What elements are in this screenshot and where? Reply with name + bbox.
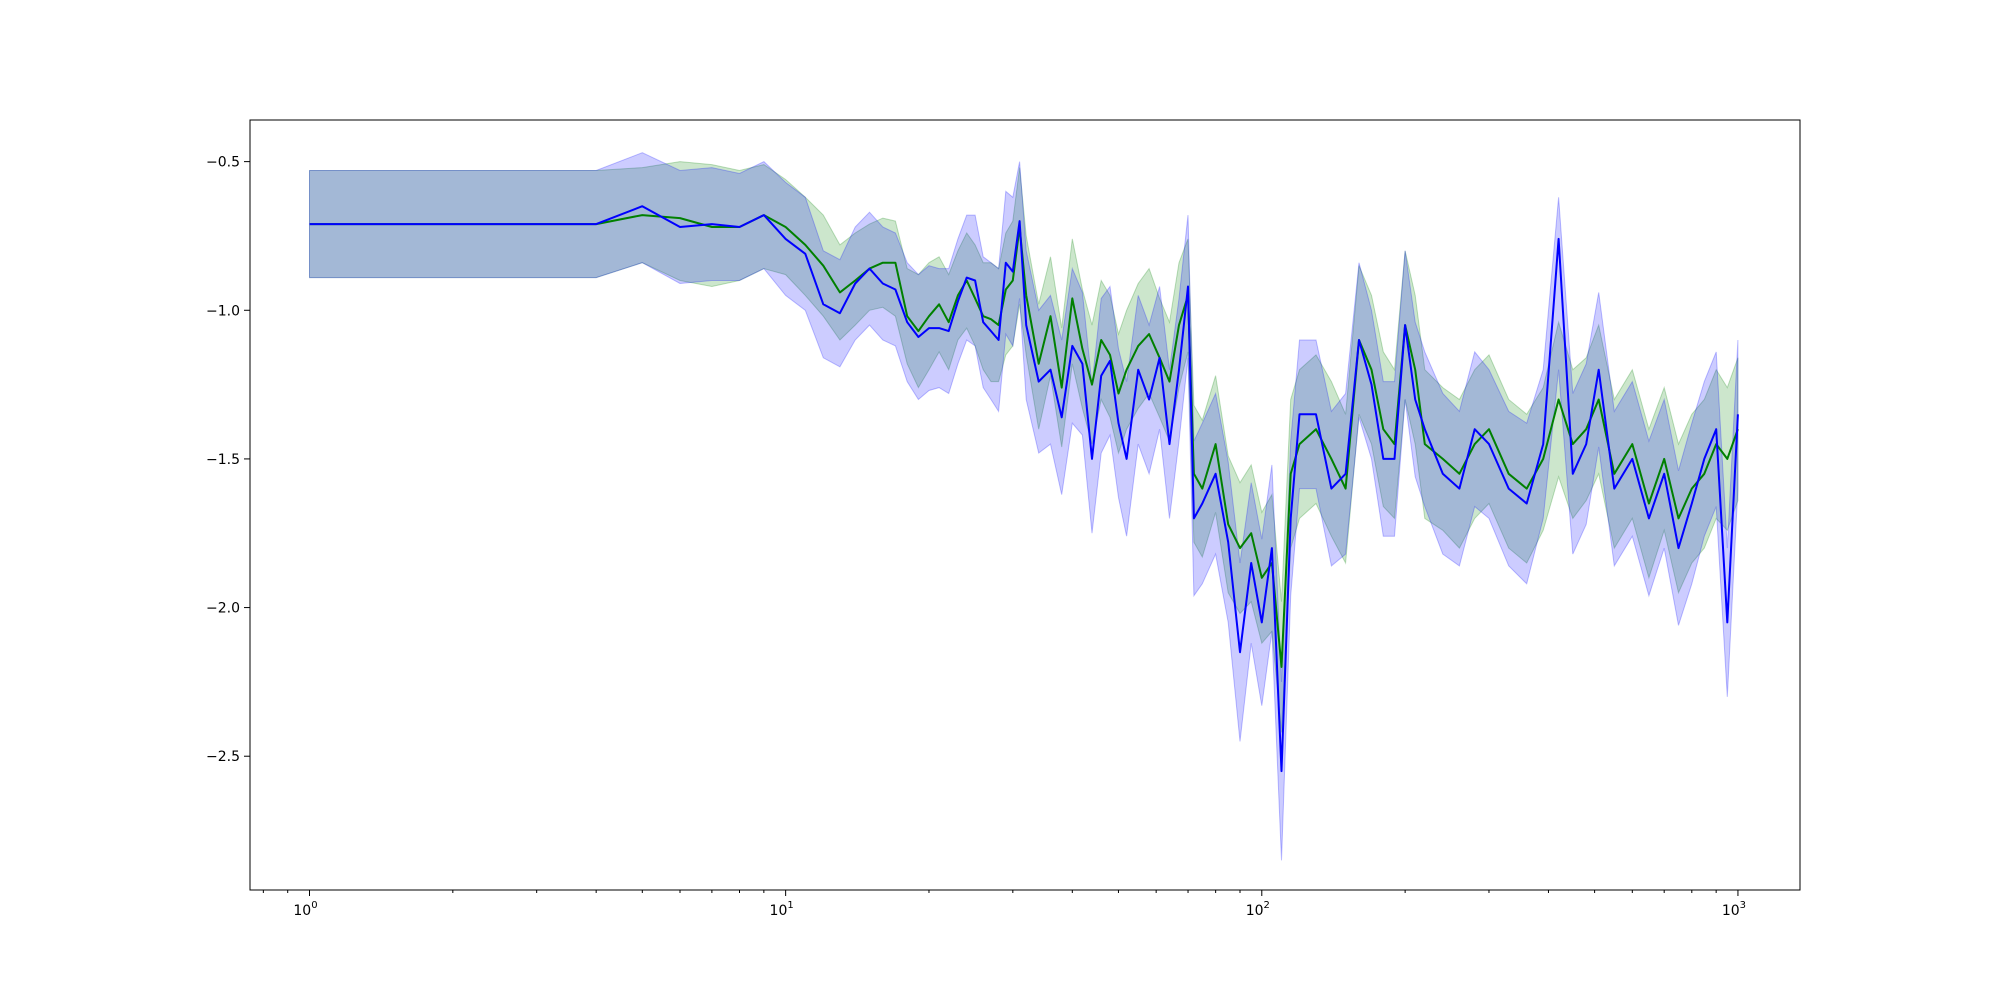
y-tick-label: −1.0	[206, 303, 240, 319]
x-tick-label: 102	[1246, 900, 1270, 919]
line-series-0	[309, 214, 1739, 668]
y-tick-label: −2.0	[206, 601, 240, 617]
x-tick-label: 100	[293, 900, 317, 919]
x-tick-label: 101	[770, 900, 794, 919]
y-tick-label: −1.5	[206, 452, 240, 468]
plot-frame	[249, 119, 1801, 891]
y-axis: −0.5 −1.0 −1.5 −2.0 −2.5	[206, 155, 250, 765]
line-series-1	[309, 205, 1739, 773]
y-tick-label: −2.5	[206, 749, 240, 765]
x-axis: 100 101 102 103	[262, 890, 1746, 919]
y-tick-label: −0.5	[206, 155, 240, 171]
series-lines	[309, 205, 1739, 773]
x-tick-label: 103	[1722, 900, 1746, 919]
